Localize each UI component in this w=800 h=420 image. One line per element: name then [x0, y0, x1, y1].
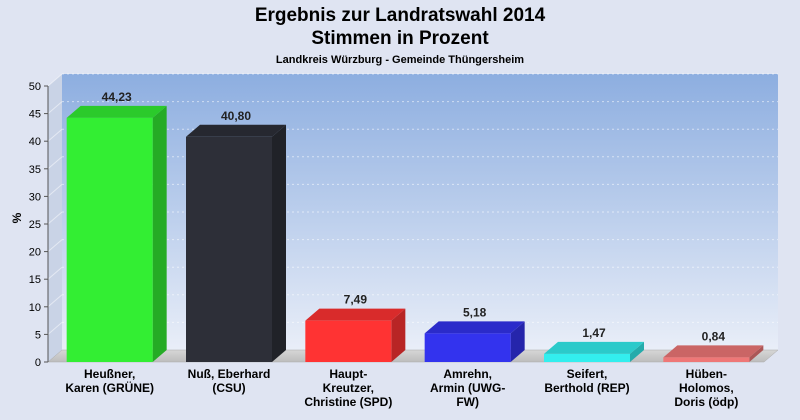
- x-tick-label-line: Berthold (REP): [544, 381, 629, 395]
- x-tick-label-line: FW): [456, 395, 479, 409]
- chart-title-line-1: Ergebnis zur Landratswahl 2014: [254, 5, 546, 26]
- bar-side: [272, 124, 286, 362]
- bar-value-label: 0,84: [702, 329, 726, 343]
- bar: [663, 345, 764, 362]
- y-tick-label: 30: [29, 191, 41, 203]
- gridline-side: [47, 184, 63, 197]
- x-tick-label-line: Armin (UWG-: [430, 381, 505, 395]
- y-tick-label: 25: [29, 219, 41, 231]
- gridline-side: [47, 128, 63, 142]
- bar-front: [186, 136, 272, 362]
- x-tick-label: Nuß, Eberhard (CSU): [188, 367, 271, 395]
- bar-value-label: 1,47: [582, 326, 606, 340]
- bar-value-label: 44,23: [102, 90, 132, 104]
- y-tick-label: 50: [29, 81, 41, 93]
- gridline-side: [47, 239, 63, 252]
- gridline-side: [47, 266, 63, 280]
- x-tick-label-line: Doris (ödp): [674, 395, 738, 409]
- bar-front: [66, 117, 153, 362]
- gridline-side: [47, 322, 63, 335]
- gridline-side: [47, 101, 63, 114]
- bar: [66, 105, 167, 362]
- x-tick-label-line: Amrehn,: [443, 367, 492, 381]
- bar-top: [305, 308, 406, 321]
- x-tick-label-line: Heußner,: [84, 367, 135, 381]
- bar-side: [391, 308, 406, 362]
- bar-front: [424, 333, 511, 362]
- bar: [424, 321, 525, 362]
- bar-top: [663, 345, 764, 358]
- chart-title-line-2: Stimmen in Prozent: [311, 28, 489, 49]
- bar: [544, 341, 644, 362]
- y-tick-label: 40: [29, 136, 41, 148]
- bar-top: [66, 105, 167, 118]
- bar-side: [630, 341, 644, 362]
- x-tick-label-line: Karen (GRÜNE): [65, 380, 154, 395]
- bar: [305, 308, 406, 362]
- bar-side: [749, 345, 764, 362]
- bar-side: [152, 105, 167, 362]
- y-tick-label: 45: [29, 109, 41, 121]
- x-tick-label-line: Kreutzer,: [323, 381, 374, 395]
- bar-front: [663, 357, 750, 362]
- x-tick-label-line: Haupt-: [329, 367, 367, 381]
- bar-value-label: 40,80: [221, 109, 251, 123]
- x-tick-label-line: Nuß, Eberhard: [188, 367, 271, 381]
- x-tick-label: Haupt-Kreutzer, Christine (SPD): [304, 367, 392, 409]
- y-tick-label: 35: [29, 164, 41, 176]
- x-tick-label-line: Seifert,: [567, 367, 608, 381]
- y-tick-label: 0: [35, 357, 41, 369]
- bar-top: [424, 321, 525, 334]
- bar-value-label: 7,49: [344, 293, 368, 307]
- bar-front: [544, 353, 630, 362]
- bar: [186, 124, 286, 362]
- y-axis-label: %: [10, 212, 24, 223]
- x-tick-label-line: (CSU): [212, 381, 245, 395]
- bar-top: [186, 124, 286, 137]
- x-tick-label: Heußner, Karen (GRÜNE): [65, 367, 154, 395]
- gridline-side: [47, 156, 63, 170]
- bar-side: [510, 321, 525, 362]
- chart-title: Ergebnis zur Landratswahl 2014 Stimmen i…: [0, 4, 800, 50]
- x-tick-label: Seifert, Berthold (REP): [544, 367, 629, 395]
- gridline-side: [47, 294, 63, 308]
- x-tick-label: Hüben-Holomos, Doris (ödp): [674, 367, 738, 409]
- bar-value-label: 5,18: [463, 305, 487, 319]
- gridline-side: [47, 211, 63, 225]
- y-tick-label: 5: [35, 329, 41, 341]
- x-tick-label: Amrehn, Armin (UWG-FW): [430, 367, 505, 409]
- gridline-side: [47, 73, 63, 87]
- x-tick-label-line: Holomos,: [679, 381, 734, 395]
- chart-subtitle: Landkreis Würzburg - Gemeinde Thüngershe…: [275, 54, 525, 66]
- y-tick-label: 15: [29, 274, 41, 286]
- bar-front: [305, 320, 392, 362]
- y-tick-label: 10: [29, 302, 41, 314]
- bar-top: [544, 341, 644, 354]
- plot-back-wall: [62, 74, 778, 350]
- x-tick-label-line: Christine (SPD): [304, 395, 392, 409]
- x-tick-label-line: Hüben-: [686, 367, 727, 381]
- y-tick-label: 20: [29, 247, 41, 259]
